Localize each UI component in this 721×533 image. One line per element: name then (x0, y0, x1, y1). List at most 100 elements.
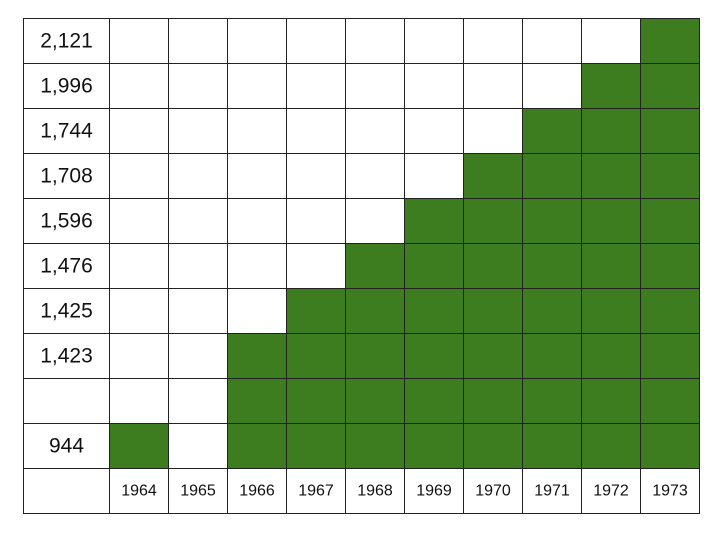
filled-cell (345, 288, 405, 334)
filled-cell (522, 378, 582, 424)
filled-cell (581, 63, 641, 109)
filled-cell (581, 198, 641, 244)
row-label-cell (23, 378, 110, 424)
filled-cell (404, 198, 464, 244)
column-label-cell (463, 468, 523, 514)
column-label: 1972 (593, 483, 629, 500)
column-label: 1968 (357, 483, 393, 500)
row-label-cell (23, 243, 110, 289)
filled-cell (522, 333, 582, 379)
filled-cell (227, 423, 287, 469)
empty-cell (109, 108, 169, 154)
filled-cell (581, 288, 641, 334)
empty-cell (404, 108, 464, 154)
column-label: 1964 (121, 483, 157, 500)
empty-cell (581, 18, 641, 64)
filled-cell (640, 198, 700, 244)
empty-cell (286, 198, 346, 244)
empty-cell (168, 18, 228, 64)
empty-cell (168, 63, 228, 109)
empty-cell (168, 243, 228, 289)
filled-cell (463, 153, 523, 199)
column-label-cell (345, 468, 405, 514)
column-label-cell (581, 468, 641, 514)
row-label: 1,708 (40, 165, 93, 188)
row-label-cell (23, 108, 110, 154)
empty-cell (227, 108, 287, 154)
filled-cell (345, 333, 405, 379)
filled-cell (286, 333, 346, 379)
row-label: 1,996 (40, 75, 93, 98)
empty-cell (345, 108, 405, 154)
filled-cell (286, 288, 346, 334)
empty-cell (463, 63, 523, 109)
filled-cell (404, 333, 464, 379)
filled-cell (640, 63, 700, 109)
filled-cell (581, 378, 641, 424)
row-label: 1,744 (40, 120, 93, 143)
row-label: 1,423 (40, 345, 93, 368)
filled-cell (522, 108, 582, 154)
column-label-cell (640, 468, 700, 514)
empty-cell (109, 288, 169, 334)
empty-cell (404, 63, 464, 109)
filled-cell (640, 288, 700, 334)
empty-cell (227, 243, 287, 289)
filled-cell (463, 288, 523, 334)
filled-cell (404, 423, 464, 469)
empty-cell (168, 378, 228, 424)
filled-cell (640, 423, 700, 469)
empty-cell (168, 198, 228, 244)
row-label: 2,121 (40, 30, 93, 53)
column-label: 1966 (239, 483, 275, 500)
filled-cell (581, 108, 641, 154)
empty-cell (404, 18, 464, 64)
filled-cell (463, 333, 523, 379)
filled-cell (286, 378, 346, 424)
empty-cell (522, 63, 582, 109)
empty-cell (168, 288, 228, 334)
empty-cell (109, 63, 169, 109)
column-label-cell (286, 468, 346, 514)
filled-cell (522, 288, 582, 334)
empty-cell (345, 198, 405, 244)
column-label-cell (522, 468, 582, 514)
empty-cell (109, 333, 169, 379)
empty-cell (286, 108, 346, 154)
filled-cell (640, 378, 700, 424)
column-label: 1969 (416, 483, 452, 500)
column-label: 1973 (652, 483, 688, 500)
row-label: 1,596 (40, 210, 93, 233)
column-label-cell (227, 468, 287, 514)
empty-cell (168, 333, 228, 379)
column-labels: 1964 1965 1966 1967 1968 1969 1970 1971 1972 1973 (121, 483, 688, 500)
row-labels: 2,121 1,996 1,744 1,708 1,596 1,476 1,425 1,423… (40, 30, 93, 458)
empty-cell (168, 423, 228, 469)
empty-cell (109, 243, 169, 289)
corner-cell (23, 468, 110, 514)
filled-cell (404, 288, 464, 334)
empty-cell (286, 63, 346, 109)
filled-cell (522, 423, 582, 469)
empty-cell (345, 153, 405, 199)
empty-cell (227, 198, 287, 244)
empty-cell (286, 243, 346, 289)
filled-cell (522, 243, 582, 289)
empty-cell (345, 18, 405, 64)
row-label-cell (23, 18, 110, 64)
filled-cell (522, 198, 582, 244)
empty-cell (227, 153, 287, 199)
row-label-cell (23, 63, 110, 109)
filled-cell (581, 333, 641, 379)
empty-cell (109, 18, 169, 64)
filled-cell (227, 378, 287, 424)
filled-cell (227, 333, 287, 379)
empty-cell (109, 378, 169, 424)
filled-cell (109, 423, 169, 469)
filled-cell (640, 153, 700, 199)
empty-cell (404, 153, 464, 199)
empty-cell (286, 18, 346, 64)
empty-cell (227, 63, 287, 109)
empty-cell (168, 153, 228, 199)
